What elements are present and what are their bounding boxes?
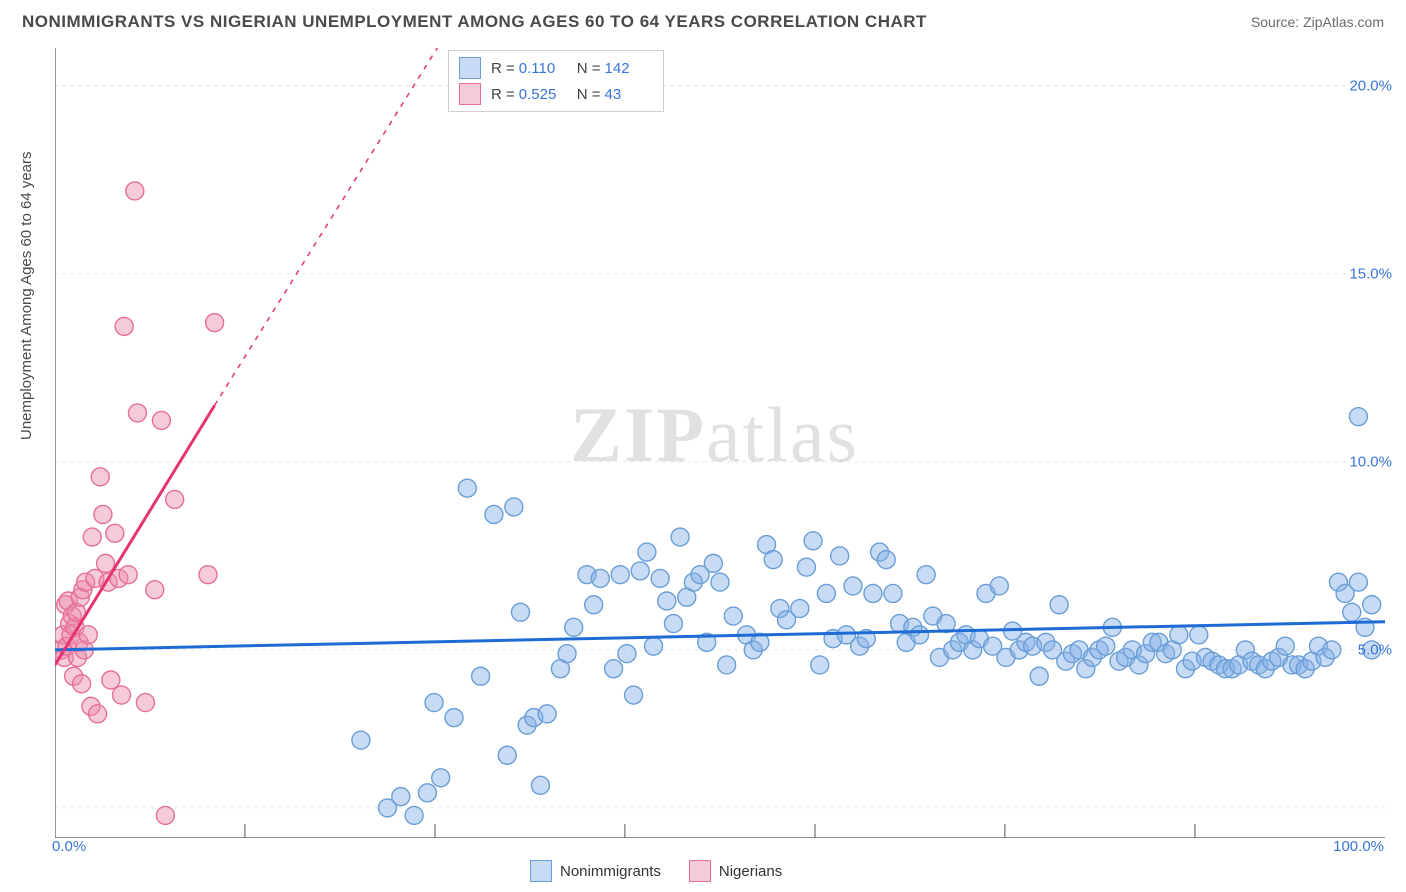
swatch-series-1 — [459, 57, 481, 79]
n-value-1: 142 — [605, 60, 653, 77]
legend-item-2: Nigerians — [689, 860, 782, 882]
y-tick-label: 10.0% — [1349, 453, 1392, 470]
x-tick-min: 0.0% — [52, 838, 86, 855]
legend-label-1: Nonimmigrants — [560, 863, 661, 880]
stats-row-series-1: R =0.110 N =142 — [459, 55, 653, 81]
source-attribution: Source: ZipAtlas.com — [1251, 14, 1384, 30]
r-value-2: 0.525 — [519, 86, 567, 103]
chart-header: NONIMMIGRANTS VS NIGERIAN UNEMPLOYMENT A… — [0, 0, 1406, 40]
y-tick-label: 5.0% — [1358, 641, 1392, 658]
legend-label-2: Nigerians — [719, 863, 782, 880]
legend-swatch-1 — [530, 860, 552, 882]
r-value-1: 0.110 — [519, 60, 567, 77]
series-legend: Nonimmigrants Nigerians — [530, 860, 782, 882]
y-axis-label: Unemployment Among Ages 60 to 64 years — [18, 151, 35, 440]
chart-title: NONIMMIGRANTS VS NIGERIAN UNEMPLOYMENT A… — [22, 12, 927, 32]
scatter-plot-svg — [55, 48, 1385, 838]
y-tick-label: 20.0% — [1349, 77, 1392, 94]
n-value-2: 43 — [605, 86, 653, 103]
legend-swatch-2 — [689, 860, 711, 882]
swatch-series-2 — [459, 83, 481, 105]
legend-item-1: Nonimmigrants — [530, 860, 661, 882]
stats-row-series-2: R =0.525 N =43 — [459, 81, 653, 107]
x-tick-max: 100.0% — [1333, 838, 1384, 855]
y-tick-label: 15.0% — [1349, 265, 1392, 282]
correlation-stats-legend: R =0.110 N =142 R =0.525 N =43 — [448, 50, 664, 112]
chart-plot-area — [55, 48, 1385, 838]
